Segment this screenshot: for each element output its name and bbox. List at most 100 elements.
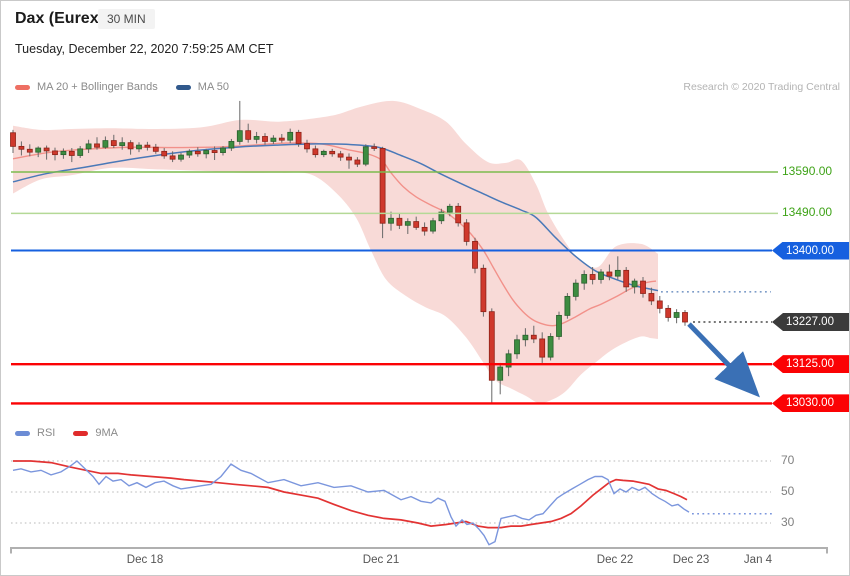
- candle-body: [228, 141, 235, 149]
- candle-body: [430, 220, 436, 232]
- candle-body: [371, 146, 378, 149]
- candle-body: [220, 147, 226, 153]
- candle-body: [295, 131, 302, 144]
- candle-body: [161, 150, 168, 157]
- price-level-tag: 13125.00: [772, 355, 849, 374]
- candle-body: [85, 143, 92, 150]
- candle-body: [110, 140, 117, 146]
- candle-body: [589, 274, 596, 280]
- forecast-arrow: [687, 322, 760, 398]
- candle-body: [505, 353, 512, 368]
- candle-body: [287, 131, 294, 141]
- rsi-9ma-line: [13, 460, 688, 529]
- rsi-swatch-icon: [15, 430, 30, 436]
- candle-body: [455, 205, 462, 224]
- candle-body: [144, 144, 151, 148]
- candle-body: [211, 150, 218, 153]
- candle-body: [413, 221, 420, 228]
- last-price-tag: 13227.00: [772, 313, 849, 331]
- candle-body: [388, 217, 394, 224]
- candle-body: [379, 148, 386, 224]
- x-axis-bracket: [10, 547, 828, 554]
- candle-body: [539, 338, 546, 358]
- candle-body: [404, 221, 411, 226]
- candle-body: [606, 271, 613, 277]
- candle-body: [564, 295, 571, 316]
- candle-body: [194, 150, 201, 155]
- candle-body: [52, 150, 58, 156]
- candle-body: [329, 150, 336, 155]
- candle-body: [18, 145, 25, 150]
- rsi-9ma-swatch-icon: [73, 430, 89, 436]
- x-axis-label: Dec 23: [672, 554, 710, 566]
- rsi-scale-label: 70: [781, 453, 795, 467]
- candle-body: [270, 137, 277, 142]
- bollinger-band: [13, 100, 658, 404]
- candle-body: [304, 143, 310, 150]
- candle-body: [656, 300, 663, 309]
- legend-item-rsi: RSI: [15, 427, 55, 439]
- candle-body: [77, 148, 84, 156]
- candle-body: [68, 150, 75, 156]
- rsi-legend: RSI 9MA: [15, 427, 118, 439]
- candle-body: [673, 312, 680, 318]
- candle-body: [245, 130, 252, 140]
- candle-body: [438, 211, 445, 222]
- candle-body: [530, 334, 537, 340]
- candle-body: [236, 130, 243, 142]
- candle-body: [396, 217, 403, 226]
- candle-body: [648, 293, 655, 302]
- candle-body: [514, 339, 520, 355]
- candle-body: [152, 146, 159, 152]
- candle-body: [10, 132, 16, 147]
- candle-body: [623, 269, 630, 288]
- candle-body: [614, 269, 621, 277]
- legend-item-ma50: MA 50: [175, 81, 229, 93]
- candle-body: [94, 143, 100, 148]
- x-axis-label: Dec 18: [126, 554, 164, 566]
- candle-body: [581, 274, 588, 284]
- page-title: Dax (Eurex): [15, 10, 104, 27]
- candle-body: [572, 282, 579, 297]
- candle-body: [631, 280, 638, 288]
- candle-body: [421, 226, 428, 232]
- price-level-tag: 13400.00: [772, 241, 849, 260]
- x-axis-label: Dec 21: [362, 554, 400, 566]
- ma50-swatch-icon: [175, 84, 191, 90]
- candle-body: [26, 148, 33, 153]
- main-chart-legend: MA 20 + Bollinger Bands MA 50: [15, 81, 229, 93]
- candle-body: [598, 271, 604, 280]
- candle-body: [480, 267, 487, 313]
- candle-body: [497, 366, 504, 381]
- timeframe-badge[interactable]: 30 MIN: [98, 9, 155, 29]
- candles: [10, 100, 688, 404]
- candle-body: [312, 148, 319, 156]
- chart-datetime: Tuesday, December 22, 2020 7:59:25 AM CE…: [15, 42, 274, 56]
- candle-body: [262, 136, 268, 142]
- x-axis-label: Jan 4: [743, 554, 773, 566]
- candle-body: [186, 150, 193, 156]
- price-level-label: 13590.00: [782, 164, 833, 178]
- candle-body: [43, 147, 50, 152]
- candle-body: [278, 137, 285, 141]
- candle-body: [203, 150, 210, 155]
- rsi-line: [12, 460, 690, 546]
- candle-body: [178, 154, 184, 160]
- legend-label: 9MA: [95, 427, 118, 439]
- candle-body: [446, 205, 453, 213]
- candle-body: [640, 280, 646, 294]
- legend-item-9ma: 9MA: [73, 427, 118, 439]
- price-level-tag: 13030.00: [772, 394, 849, 413]
- legend-label: RSI: [37, 427, 56, 439]
- candle-body: [488, 311, 495, 381]
- candle-body: [665, 307, 672, 318]
- rsi-scale-label: 30: [781, 515, 795, 529]
- candle-body: [682, 312, 688, 323]
- ma50-line: [12, 143, 659, 292]
- legend-label: MA 50: [197, 81, 229, 93]
- candle-body: [362, 146, 369, 165]
- candle-body: [253, 136, 260, 140]
- candle-body: [337, 153, 344, 158]
